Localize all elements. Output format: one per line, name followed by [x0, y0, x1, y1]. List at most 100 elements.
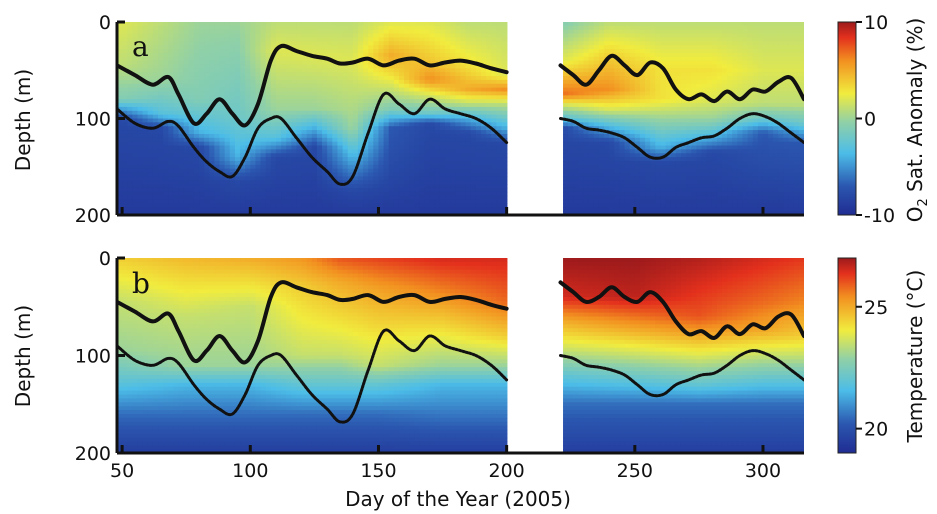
heatmap-cell: [398, 195, 405, 201]
heatmap-cell: [393, 29, 400, 35]
heatmap-cell: [619, 195, 626, 201]
heatmap-cell: [639, 211, 646, 215]
heatmap-cell: [316, 68, 323, 73]
heatmap-cell: [363, 49, 370, 54]
heatmap-cell: [250, 184, 257, 189]
heatmap-cell: [639, 157, 646, 162]
heatmap-cell: [127, 126, 134, 131]
heatmap-cell: [219, 207, 226, 212]
heatmap-cell: [357, 157, 364, 162]
heatmap-cell: [337, 95, 344, 100]
heatmap-cell: [373, 68, 380, 73]
heatmap-cell: [245, 110, 252, 116]
heatmap-cell: [629, 160, 636, 166]
heatmap-cell: [229, 29, 236, 35]
heatmap-cell: [609, 203, 616, 209]
heatmap-cell: [122, 187, 129, 193]
heatmap-cell: [588, 52, 595, 58]
heatmap-cell: [332, 114, 339, 120]
heatmap-cell: [670, 99, 677, 104]
heatmap-cell: [486, 207, 493, 212]
heatmap-cell: [604, 141, 610, 147]
heatmap-cell: [419, 168, 426, 174]
heatmap-cell: [265, 95, 272, 100]
heatmap-cell: [209, 195, 216, 201]
heatmap-cell: [286, 207, 293, 212]
heatmap-cell: [229, 137, 236, 143]
heatmap-cell: [434, 33, 441, 39]
heatmap-cell: [650, 195, 657, 201]
heatmap-cell: [137, 180, 144, 185]
heatmap-cell: [573, 168, 580, 174]
heatmap-cell: [665, 211, 672, 215]
heatmap-cell: [163, 145, 170, 151]
heatmap-cell: [609, 184, 616, 189]
heatmap-cell: [414, 130, 421, 135]
heatmap-cell: [675, 207, 682, 212]
heatmap-cell: [429, 103, 436, 108]
heatmap-cell: [357, 33, 364, 39]
heatmap-cell: [475, 29, 482, 35]
heatmap-cell: [460, 133, 467, 139]
heatmap-cell: [650, 99, 657, 104]
heatmap-cell: [255, 22, 262, 27]
heatmap-cell: [147, 203, 154, 209]
heatmap-cell: [122, 145, 129, 151]
heatmap-cell: [368, 76, 375, 81]
heatmap-cell: [322, 160, 328, 166]
heatmap-cell: [501, 157, 508, 162]
heatmap-cell: [286, 122, 293, 128]
heatmap-cell: [224, 68, 231, 73]
heatmap-cell: [670, 141, 677, 147]
heatmap-cell: [234, 172, 241, 178]
heatmap-cell: [670, 184, 677, 189]
heatmap-cell: [291, 106, 298, 112]
heatmap-cell: [598, 99, 605, 104]
heatmap-cell: [352, 83, 359, 89]
heatmap-cell: [373, 56, 380, 62]
heatmap-cell: [214, 45, 221, 50]
heatmap-cell: [234, 41, 241, 46]
heatmap-cell: [260, 199, 267, 205]
heatmap-cell: [450, 184, 457, 189]
heatmap-cell: [173, 130, 180, 135]
heatmap-cell: [639, 60, 646, 66]
heatmap-cell: [332, 72, 339, 77]
heatmap-cell: [429, 211, 436, 215]
heatmap-cell: [486, 33, 493, 39]
heatmap-cell: [281, 68, 287, 73]
heatmap-cell: [219, 114, 226, 120]
heatmap-cell: [229, 207, 236, 212]
heatmap-cell: [357, 76, 364, 81]
heatmap-cell: [132, 199, 139, 205]
heatmap-cell: [132, 164, 139, 170]
heatmap-cell: [619, 118, 626, 124]
heatmap-cell: [352, 184, 359, 189]
heatmap-cell: [281, 110, 287, 116]
heatmap-cell: [163, 91, 170, 97]
heatmap-cell: [419, 22, 426, 27]
heatmap-cell: [670, 207, 677, 212]
heatmap-cell: [588, 33, 595, 39]
heatmap-cell: [434, 49, 441, 54]
heatmap-cell: [604, 153, 610, 158]
heatmap-cell: [373, 83, 380, 89]
heatmap-cell: [311, 207, 318, 212]
heatmap-cell: [158, 106, 164, 112]
heatmap-cell: [163, 122, 170, 128]
heatmap-cell: [291, 95, 298, 100]
heatmap-cell: [639, 33, 646, 39]
heatmap-cell: [588, 118, 595, 124]
heatmap-cell: [291, 199, 298, 205]
heatmap-cell: [147, 118, 154, 124]
heatmap-cell: [465, 141, 472, 147]
heatmap-cell: [563, 172, 569, 178]
heatmap-cell: [255, 168, 262, 174]
heatmap-cell: [270, 110, 277, 116]
heatmap-cell: [393, 184, 400, 189]
heatmap-cell: [142, 41, 149, 46]
heatmap-cell: [265, 172, 272, 178]
heatmap-cell: [465, 72, 472, 77]
heatmap-cell: [634, 103, 641, 108]
heatmap-cell: [429, 22, 436, 27]
